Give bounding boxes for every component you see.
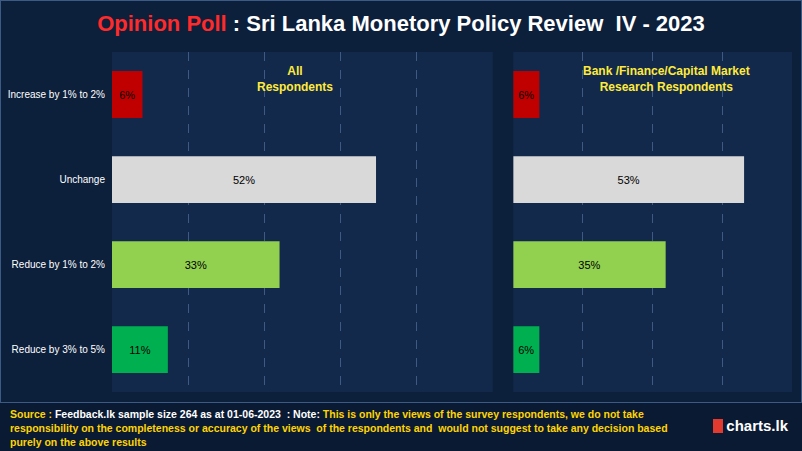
svg-text:52%: 52% <box>233 174 255 186</box>
svg-text:6%: 6% <box>119 89 135 101</box>
svg-text:33%: 33% <box>185 259 207 271</box>
svg-text:Unchange: Unchange <box>59 174 105 185</box>
html-text:charts.lk: charts.lk <box>726 417 788 434</box>
svg-text:6%: 6% <box>518 344 534 356</box>
svg-text:6%: 6% <box>518 89 534 101</box>
html-text:Source : Feedback.lk sample si: Source : Feedback.lk sample size 264 as … <box>10 408 671 448</box>
svg-text:53%: 53% <box>618 174 640 186</box>
svg-text:Reduce by 3% to 5%: Reduce by 3% to 5% <box>12 344 105 355</box>
svg-text:Increase by 1% to 2%: Increase by 1% to 2% <box>8 89 105 100</box>
svg-text:Reduce by 1% to 2%: Reduce by 1% to 2% <box>12 259 105 270</box>
html-text:Opinion Poll: Sri Lanka Moneto: Opinion Poll: Sri Lanka Monetory Policy … <box>97 11 705 36</box>
svg-text:35%: 35% <box>578 259 600 271</box>
svg-text:11%: 11% <box>129 344 150 356</box>
svg-text:Bank /Finance/Capital MarketRe: Bank /Finance/Capital MarketResearch Res… <box>583 64 750 94</box>
svg-text:AllRespondents: AllRespondents <box>257 64 333 94</box>
